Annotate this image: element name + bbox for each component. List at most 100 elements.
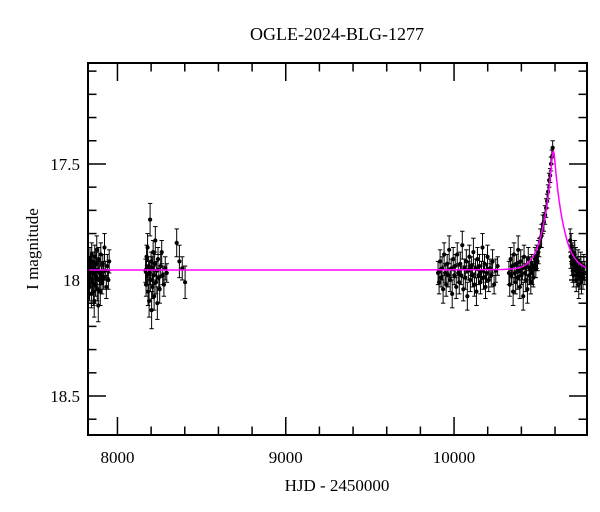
data-point — [164, 270, 169, 276]
chart-title: OGLE-2024-BLG-1277 — [250, 24, 424, 44]
data-point — [511, 289, 516, 294]
data-point — [516, 268, 522, 273]
data-point — [535, 259, 540, 264]
data-point — [525, 287, 530, 292]
data-point — [152, 294, 157, 299]
data-point — [459, 273, 464, 278]
data-point — [485, 254, 490, 259]
data-point — [101, 275, 106, 280]
data-point — [102, 245, 107, 250]
data-point — [454, 284, 459, 290]
data-point — [511, 252, 517, 257]
data-point — [455, 252, 460, 257]
data-point — [446, 273, 451, 278]
data-point — [527, 266, 533, 271]
data-point — [155, 256, 161, 262]
tick-labels-layer: 8000 9000 10000 17.5 18 18.5 — [50, 155, 475, 467]
data-point — [516, 247, 521, 252]
data-point — [518, 259, 523, 264]
y-axis-label: I magnitude — [23, 208, 42, 290]
x-tick-label: 9000 — [269, 448, 303, 467]
data-point — [444, 282, 449, 287]
data-point — [460, 243, 465, 248]
data-point — [477, 263, 482, 269]
y-tick-label: 17.5 — [50, 155, 80, 174]
data-point — [486, 277, 491, 283]
data-point — [91, 289, 96, 294]
data-point — [465, 294, 470, 299]
data-point — [517, 284, 522, 290]
data-point — [474, 289, 479, 294]
data-point — [528, 280, 533, 285]
data-point — [480, 245, 485, 250]
data-point — [472, 282, 477, 287]
data-point — [157, 287, 162, 292]
data-point — [550, 145, 555, 150]
data-point — [105, 263, 110, 269]
data-point — [174, 240, 179, 245]
data-point — [100, 261, 105, 266]
data-point — [155, 301, 160, 306]
data-point — [475, 256, 480, 262]
data-point — [183, 280, 188, 285]
x-tick-label: 8000 — [100, 448, 134, 467]
data-point — [526, 256, 531, 262]
data-point — [146, 298, 152, 303]
data-point — [161, 282, 167, 287]
data-point — [159, 250, 164, 255]
data-point — [463, 275, 468, 280]
data-point — [536, 250, 541, 255]
data-points-layer — [88, 140, 587, 330]
data-point — [521, 294, 526, 299]
data-point — [489, 273, 494, 278]
data-point — [153, 280, 159, 285]
data-point — [152, 261, 157, 266]
data-point — [88, 275, 93, 280]
data-point — [436, 280, 442, 285]
x-tick-label: 10000 — [433, 448, 476, 467]
data-point — [490, 259, 495, 264]
y-tick-label: 18 — [63, 271, 80, 290]
data-point — [450, 291, 455, 297]
model-curve — [88, 150, 587, 271]
model-curve-layer — [88, 150, 587, 271]
data-point — [582, 270, 587, 276]
data-point — [92, 298, 97, 303]
data-point — [96, 256, 101, 262]
data-point — [104, 284, 109, 290]
data-point — [442, 252, 447, 257]
data-point — [94, 247, 99, 252]
data-point — [481, 275, 486, 280]
data-point — [470, 273, 475, 278]
data-point — [441, 287, 446, 292]
data-point — [508, 256, 513, 262]
plot-frame — [87, 62, 588, 436]
data-point — [513, 280, 518, 285]
x-axis-label: HJD - 2450000 — [285, 476, 390, 495]
data-point — [149, 308, 154, 313]
data-point — [458, 261, 463, 266]
data-point — [153, 238, 158, 243]
data-point — [447, 247, 452, 252]
data-point — [106, 277, 111, 283]
data-point — [478, 280, 483, 285]
data-point — [492, 282, 497, 287]
data-point — [483, 284, 488, 290]
data-point — [148, 217, 153, 222]
data-point — [521, 254, 527, 259]
data-point — [495, 263, 500, 269]
data-point — [471, 250, 476, 255]
data-point — [451, 256, 456, 262]
data-point — [145, 245, 150, 250]
data-point — [468, 277, 473, 283]
data-point — [437, 259, 443, 264]
data-point — [107, 259, 112, 264]
y-tick-label: 18.5 — [50, 387, 80, 406]
data-point — [177, 259, 182, 264]
data-point — [523, 277, 528, 283]
axis-ticks-layer — [88, 63, 587, 435]
data-point — [98, 289, 103, 294]
data-point — [515, 275, 520, 280]
